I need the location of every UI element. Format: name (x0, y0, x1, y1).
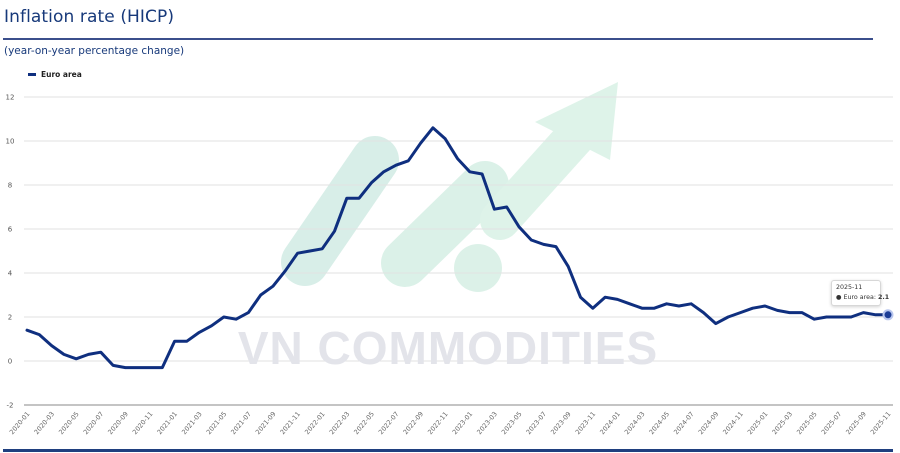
svg-text:2020-11: 2020-11 (131, 410, 155, 436)
highlighted-point-marker[interactable] (882, 309, 894, 321)
svg-text:2021-09: 2021-09 (254, 410, 278, 436)
svg-text:2025-11: 2025-11 (869, 410, 893, 436)
title-divider (3, 38, 873, 40)
watermark-text: VN COMMODITIES (238, 322, 658, 374)
svg-text:8: 8 (8, 182, 12, 190)
svg-text:2022-05: 2022-05 (352, 410, 376, 436)
svg-text:2021-03: 2021-03 (180, 410, 204, 436)
svg-text:2020-01: 2020-01 (8, 410, 32, 436)
svg-text:0: 0 (8, 358, 12, 366)
svg-text:2024-01: 2024-01 (598, 410, 622, 436)
svg-text:2020-09: 2020-09 (106, 410, 130, 436)
svg-text:2024-11: 2024-11 (721, 410, 745, 436)
chart-title: Inflation rate (HICP) (4, 7, 175, 27)
svg-text:2025-05: 2025-05 (795, 410, 819, 436)
svg-text:2023-09: 2023-09 (549, 410, 573, 436)
svg-text:2022-03: 2022-03 (328, 410, 352, 436)
x-axis-labels: 2020-01 2020-03 2020-05 2020-07 2020-09 2020-… (8, 410, 893, 436)
svg-text:2025-03: 2025-03 (771, 410, 795, 436)
svg-text:2024-09: 2024-09 (697, 410, 721, 436)
svg-text:2025-01: 2025-01 (746, 410, 770, 436)
bottom-divider (3, 449, 893, 452)
tooltip-value: 2.1 (877, 294, 890, 301)
svg-text:2024-05: 2024-05 (648, 410, 672, 436)
chart-subtitle: (year-on-year percentage change) (4, 45, 185, 57)
svg-text:12: 12 (6, 94, 15, 102)
svg-text:2020-07: 2020-07 (82, 410, 106, 436)
svg-text:2022-01: 2022-01 (303, 410, 327, 436)
svg-text:10: 10 (6, 138, 15, 146)
svg-text:2020-03: 2020-03 (33, 410, 57, 436)
svg-text:2020-05: 2020-05 (57, 410, 81, 436)
svg-text:2021-01: 2021-01 (156, 410, 180, 436)
svg-text:2023-01: 2023-01 (451, 410, 475, 436)
svg-text:2022-07: 2022-07 (377, 410, 401, 436)
svg-text:2025-07: 2025-07 (820, 410, 844, 436)
svg-text:2021-07: 2021-07 (229, 410, 253, 436)
grid-lines (24, 96, 893, 406)
svg-text:2023-05: 2023-05 (500, 410, 524, 436)
svg-text:2023-07: 2023-07 (525, 410, 549, 436)
watermark-logo-icon (281, 82, 618, 292)
svg-text:-2: -2 (7, 402, 14, 410)
y-axis-labels: -2 0 2 4 6 8 10 12 (6, 94, 15, 410)
data-tooltip: 2025-11 ● Euro area: 2.1 (831, 280, 889, 306)
svg-text:2021-05: 2021-05 (205, 410, 229, 436)
tooltip-series-label: Euro area: (843, 294, 876, 301)
svg-text:2024-07: 2024-07 (672, 410, 696, 436)
svg-text:2024-03: 2024-03 (623, 410, 647, 436)
tooltip-date: 2025-11 (836, 284, 863, 291)
tooltip-bullet-icon: ● (836, 294, 842, 301)
legend: Euro area (28, 70, 82, 79)
svg-text:4: 4 (8, 270, 13, 278)
series-line-euro-area[interactable] (25, 126, 890, 370)
legend-line-icon (28, 73, 36, 76)
svg-text:2: 2 (8, 314, 12, 322)
svg-text:2023-03: 2023-03 (475, 410, 499, 436)
legend-item-euro-area[interactable]: Euro area (41, 70, 82, 79)
svg-text:6: 6 (8, 226, 13, 234)
svg-text:2022-09: 2022-09 (402, 410, 426, 436)
svg-text:2022-11: 2022-11 (426, 410, 450, 436)
svg-text:2025-09: 2025-09 (844, 410, 868, 436)
svg-text:2023-11: 2023-11 (574, 410, 598, 436)
svg-text:2021-11: 2021-11 (279, 410, 303, 436)
